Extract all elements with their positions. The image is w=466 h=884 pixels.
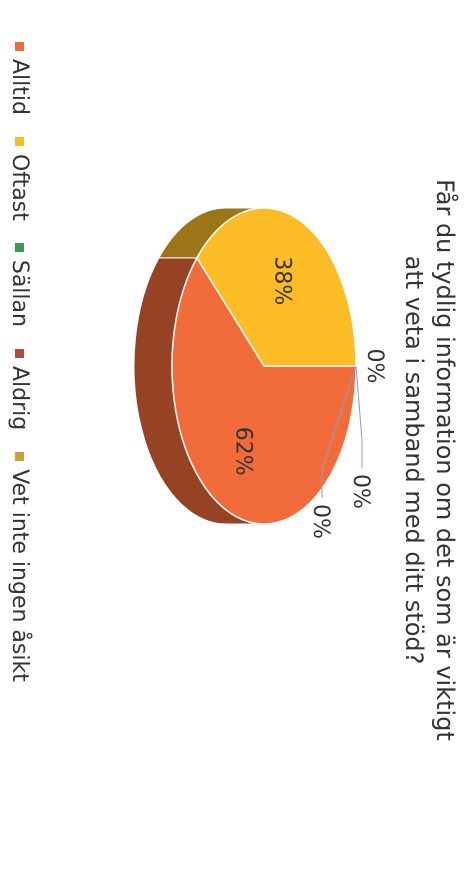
legend-label-vet-inte: Vet inte ingen åsikt xyxy=(7,469,32,682)
legend-swatch-sallan xyxy=(15,242,24,252)
pie-slice-oftast xyxy=(196,207,357,367)
legend-item-vet-inte[interactable]: Vet inte ingen åsikt xyxy=(7,452,32,682)
legend-swatch-alltid xyxy=(15,42,24,51)
leader-line-aldrig xyxy=(355,365,363,468)
data-label-oftast: 38% xyxy=(270,256,295,305)
legend-item-oftast[interactable]: Oftast xyxy=(7,136,32,221)
legend-label-aldrig: Aldrig xyxy=(7,365,32,431)
legend-swatch-aldrig xyxy=(15,348,24,358)
legend-swatch-oftast xyxy=(15,136,24,146)
pie-slice-alltid xyxy=(171,256,357,525)
data-label-sällan: 0% xyxy=(362,349,387,384)
legend-label-alltid: Alltid xyxy=(7,59,32,115)
data-label-aldrig: 0% xyxy=(348,474,373,509)
legend-label-sallan: Sällan xyxy=(7,259,32,327)
legend-swatch-vet-inte xyxy=(15,452,24,462)
legend-label-oftast: Oftast xyxy=(7,153,32,221)
legend-item-aldrig[interactable]: Aldrig xyxy=(7,348,32,431)
legend-item-sallan[interactable]: Sällan xyxy=(7,242,32,327)
data-label-vet-inte-ingen-åsikt: 0% xyxy=(308,504,333,539)
leader-line-vet-inte-ingen-åsikt xyxy=(321,365,357,498)
legend: Alltid Oftast Sällan Aldrig Vet inte ing… xyxy=(7,42,32,682)
legend-item-alltid[interactable]: Alltid xyxy=(7,42,32,115)
data-label-alltid: 62% xyxy=(230,427,255,476)
